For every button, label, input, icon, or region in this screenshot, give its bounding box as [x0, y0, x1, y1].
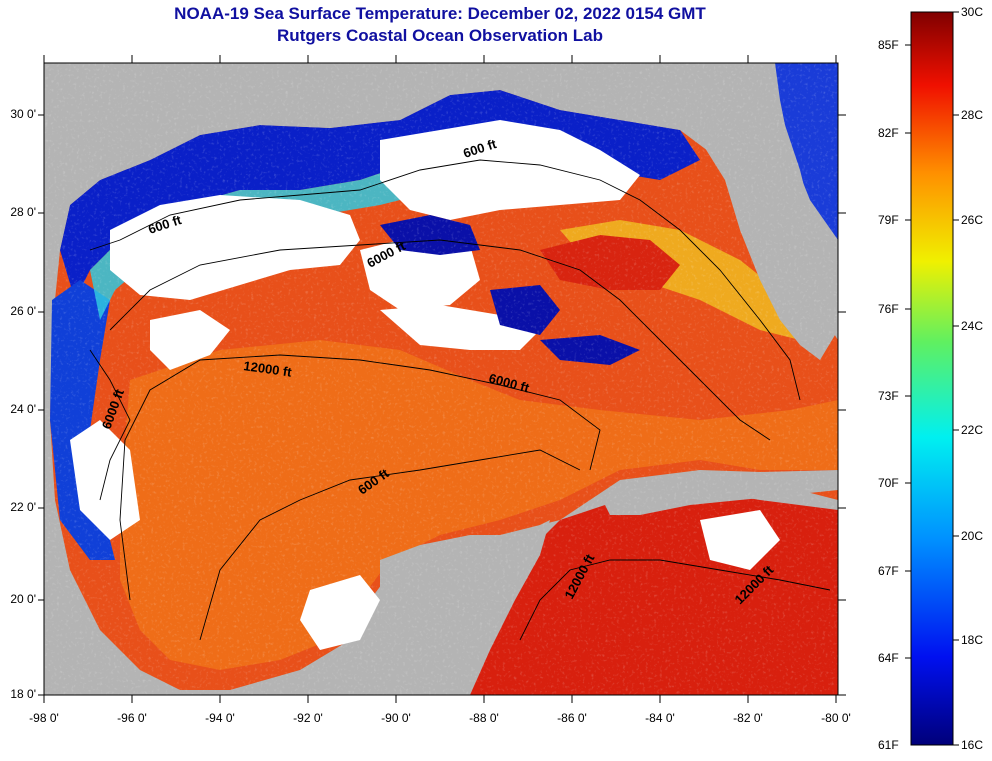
colorbar-fahrenheit-label: 82F	[878, 126, 899, 140]
latitude-tick-label: 22 0'	[10, 500, 36, 514]
latitude-tick-label: 20 0'	[10, 592, 36, 606]
latitude-tick-label: 26 0'	[10, 304, 36, 318]
colorbar-ticks	[905, 11, 959, 746]
colorbar-celsius-label: 18C	[961, 633, 984, 647]
longitude-tick-label: -80 0'	[821, 711, 851, 725]
latitude-tick-label: 24 0'	[10, 402, 36, 416]
axis-ticks	[38, 55, 846, 703]
bathymetry-contours	[89, 159, 831, 641]
map-panel: 600 ft 600 ft 6000 ft 12000 ft 6000 ft 6…	[44, 63, 838, 695]
latitude-tick-label: 28 0'	[10, 205, 36, 219]
colorbar-celsius-label: 20C	[961, 529, 984, 543]
colorbar-celsius-label: 24C	[961, 319, 984, 333]
colorbar-celsius-label: 28C	[961, 108, 984, 122]
map-subtitle: Rutgers Coastal Ocean Observation Lab	[277, 26, 603, 45]
longitude-tick-label: -96 0'	[117, 711, 147, 725]
longitude-tick-label: -98 0'	[29, 711, 59, 725]
longitude-tick-label: -84 0'	[645, 711, 675, 725]
colorbar-fahrenheit-label: 67F	[878, 564, 899, 578]
colorbar-celsius-label: 16C	[961, 738, 984, 752]
colorbar-fahrenheit-label: 76F	[878, 302, 899, 316]
colorbar-fahrenheit-label: 79F	[878, 213, 899, 227]
latitude-tick-label: 18 0'	[10, 687, 36, 701]
colorbar-fahrenheit-label: 73F	[878, 389, 899, 403]
temperature-colorbar	[910, 11, 954, 746]
map-title: NOAA-19 Sea Surface Temperature: Decembe…	[174, 4, 706, 23]
longitude-tick-label: -92 0'	[293, 711, 323, 725]
map-frame	[43, 62, 839, 696]
speckle-texture	[44, 63, 838, 695]
colorbar-celsius-label: 30C	[961, 5, 984, 19]
colorbar-fahrenheit-label: 85F	[878, 38, 899, 52]
colorbar-celsius-label: 22C	[961, 423, 984, 437]
latitude-tick-label: 30 0'	[10, 107, 36, 121]
contour-label: 12000 ft	[243, 358, 294, 380]
colorbar-fahrenheit-label: 70F	[878, 476, 899, 490]
longitude-tick-label: -94 0'	[205, 711, 235, 725]
colorbar-fahrenheit-label: 61F	[878, 738, 899, 752]
colorbar-fahrenheit-label: 64F	[878, 651, 899, 665]
colorbar-celsius-label: 26C	[961, 213, 984, 227]
longitude-tick-label: -82 0'	[733, 711, 763, 725]
longitude-tick-label: -90 0'	[381, 711, 411, 725]
longitude-tick-label: -88 0'	[469, 711, 499, 725]
longitude-tick-label: -86 0'	[557, 711, 587, 725]
